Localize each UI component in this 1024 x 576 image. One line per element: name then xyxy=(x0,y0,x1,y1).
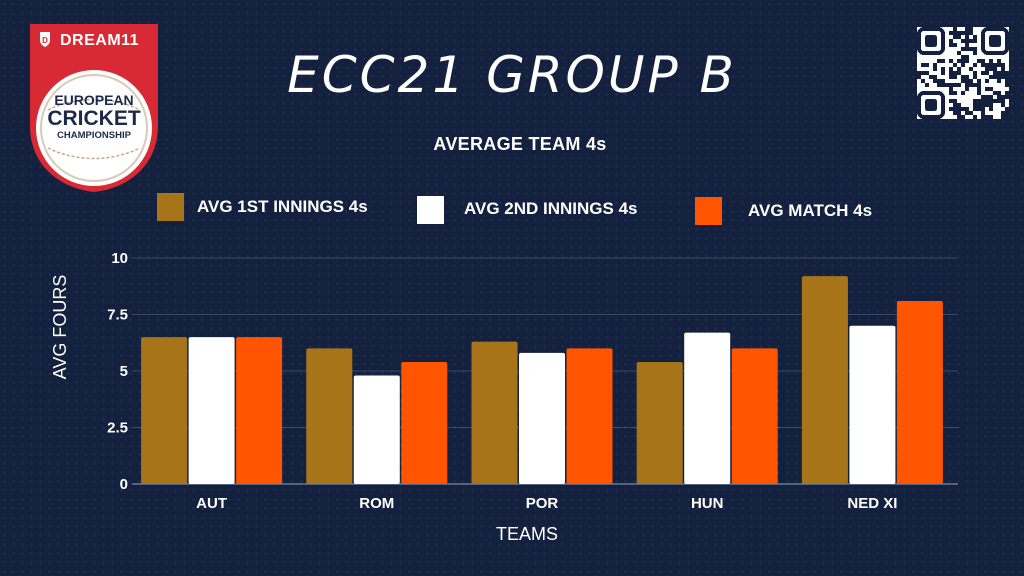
legend-swatch-series-1 xyxy=(157,193,184,221)
event-name-line2: CRICKET xyxy=(47,107,141,130)
y-tick-label-4: 10 xyxy=(111,250,128,267)
y-tick-label-3: 7.5 xyxy=(107,307,128,324)
y-axis-label: AVG FOURS xyxy=(50,275,70,380)
bar-por-series-2 xyxy=(519,352,565,484)
x-tick-label-3: HUN xyxy=(691,495,724,512)
qr-code[interactable] xyxy=(917,26,1009,120)
bar-ned-xi-series-2 xyxy=(849,325,896,484)
x-axis-label: TEAMS xyxy=(496,524,558,544)
bar-hun-series-3 xyxy=(731,348,778,484)
x-tick-label-0: AUT xyxy=(196,495,227,512)
y-tick-label-0: 0 xyxy=(120,476,128,493)
y-tick-label-2: 5 xyxy=(120,363,128,380)
ecc-badge-icon: D xyxy=(30,24,158,192)
dream11-shield-icon: D xyxy=(40,32,50,47)
bar-por-series-1 xyxy=(471,341,518,484)
qr-code-icon xyxy=(917,27,1009,119)
bar-hun-series-2 xyxy=(684,332,731,484)
chart-bars xyxy=(141,276,943,484)
european-cricket-championship-logo: D DREAM11 EUROPEAN CRICKET CHAMPIONSHIP xyxy=(26,22,162,194)
sponsor-name: DREAM11 xyxy=(60,32,140,49)
bar-rom-series-3 xyxy=(401,361,448,484)
legend-label-series-2: AVG 2ND INNINGS 4s xyxy=(464,199,638,218)
y-axis-ticks: 0 2.5 5 7.5 10 xyxy=(107,250,128,493)
event-name-line1: EUROPEAN xyxy=(54,92,134,108)
legend-swatch-series-3 xyxy=(695,197,722,225)
x-tick-label-4: NED XI xyxy=(847,495,897,512)
bar-rom-series-2 xyxy=(353,375,400,484)
legend-label-series-3: AVG MATCH 4s xyxy=(748,201,873,220)
event-name-line3: CHAMPIONSHIP xyxy=(57,130,131,141)
bar-ned-xi-series-1 xyxy=(801,276,848,484)
x-tick-label-2: POR xyxy=(526,495,559,512)
bar-hun-series-1 xyxy=(636,361,683,484)
svg-text:D: D xyxy=(42,36,48,45)
page-title: ECC21 GROUP B xyxy=(287,46,737,104)
legend-swatch-series-2 xyxy=(417,196,444,224)
legend-label-series-1: AVG 1ST INNINGS 4s xyxy=(197,197,368,216)
bar-por-series-3 xyxy=(566,348,613,484)
bar-rom-series-1 xyxy=(306,348,353,484)
bar-aut-series-2 xyxy=(188,337,235,484)
chart-title: AVERAGE TEAM 4s xyxy=(433,134,607,154)
bar-aut-series-1 xyxy=(141,337,188,484)
bar-aut-series-3 xyxy=(236,337,283,484)
y-tick-label-1: 2.5 xyxy=(107,420,128,437)
x-tick-label-1: ROM xyxy=(359,495,394,512)
bar-ned-xi-series-3 xyxy=(896,300,943,484)
x-axis-ticks: AUT ROM POR HUN NED XI xyxy=(196,495,897,512)
